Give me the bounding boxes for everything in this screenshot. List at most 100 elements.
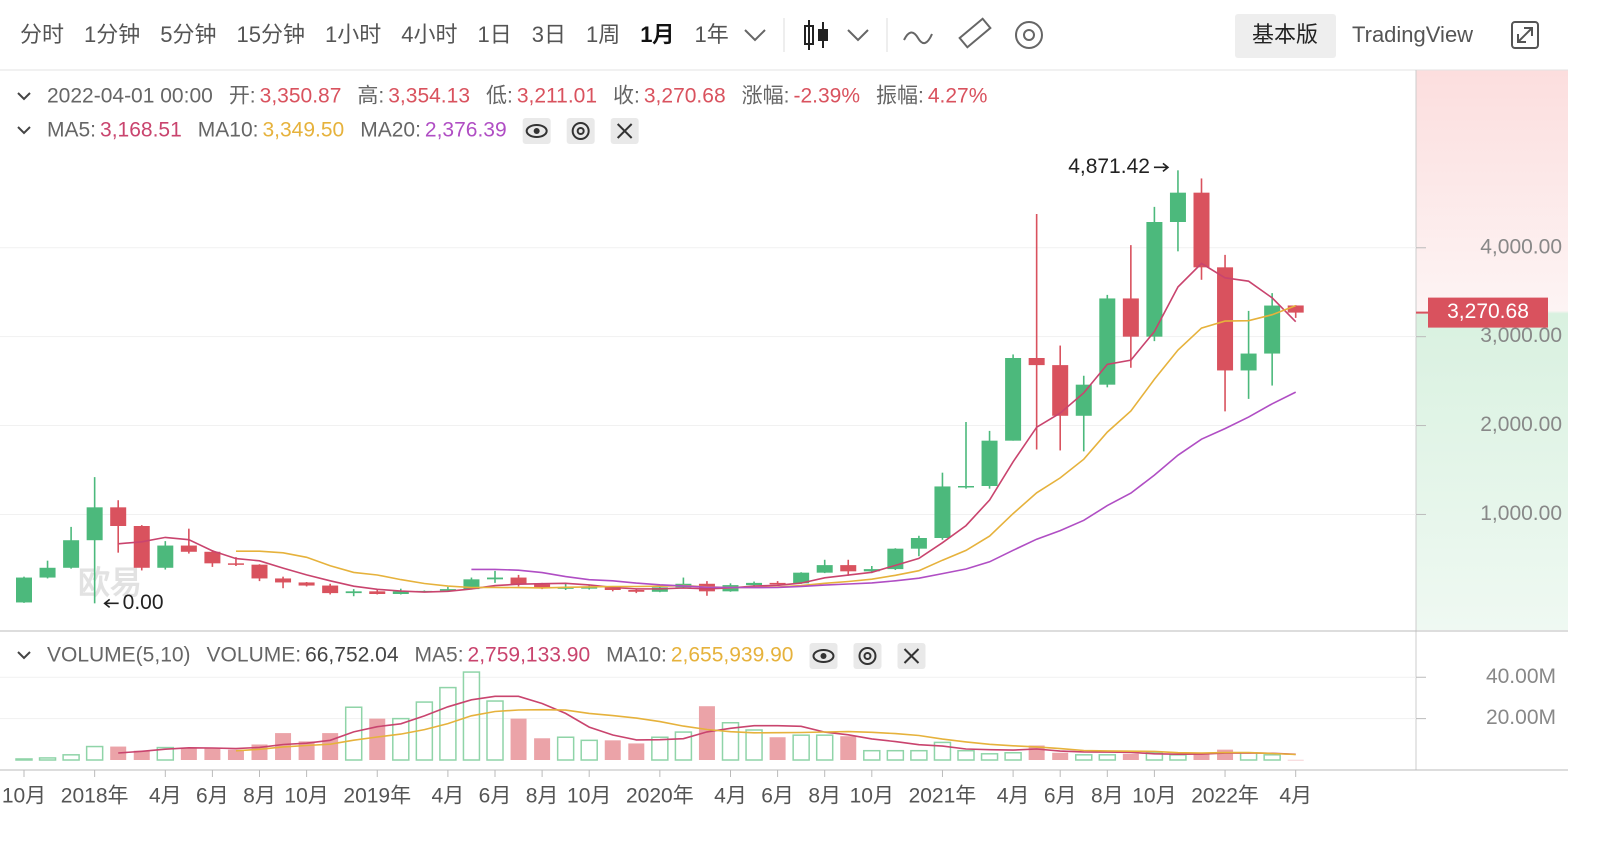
chart-type-icon[interactable] — [804, 20, 828, 50]
legend-label: MA10: — [606, 644, 667, 667]
volume-bar — [110, 746, 127, 760]
legend-label: MA10: — [198, 119, 259, 142]
volume-bar — [840, 736, 857, 760]
candle-body — [581, 587, 598, 589]
candle-body — [227, 563, 244, 565]
candle-body — [251, 564, 268, 579]
settings-icon[interactable] — [1015, 21, 1043, 49]
eye-icon — [812, 649, 835, 663]
volume-bar — [721, 722, 740, 761]
interval-tab[interactable]: 3日 — [532, 22, 566, 47]
volume-bar — [910, 749, 928, 761]
volume-bar — [674, 731, 693, 761]
volume-bar — [815, 734, 834, 761]
candle-body — [86, 507, 103, 541]
mode-tab[interactable]: 基本版 — [1252, 22, 1318, 47]
volume-bar — [1098, 754, 1117, 761]
interval-dropdown[interactable] — [744, 29, 766, 42]
ma-line — [118, 262, 1297, 593]
candle-body — [298, 582, 315, 586]
volume-bar — [1193, 754, 1210, 760]
legend-collapse[interactable] — [17, 126, 31, 135]
volume-bar — [156, 746, 175, 761]
candle-body — [392, 591, 409, 594]
interval-tab[interactable]: 1分钟 — [84, 22, 140, 47]
x-tick-label: 8月 — [808, 785, 841, 808]
ruler-icon[interactable] — [958, 17, 992, 49]
candle-body — [1264, 305, 1281, 354]
mode-tab[interactable]: TradingView — [1352, 22, 1473, 47]
interval-tab[interactable]: 5分钟 — [160, 22, 216, 47]
candle-body — [1075, 384, 1092, 416]
x-tick-label: 2021年 — [909, 785, 977, 808]
volume-bar — [322, 733, 339, 760]
volume-bar — [863, 749, 881, 761]
candle-body — [110, 507, 127, 526]
volume-bar — [180, 747, 197, 760]
y-tick-label: 1,000.00 — [1480, 502, 1562, 525]
gear-hole — [576, 127, 585, 135]
legend-value: 3,354.13 — [388, 85, 470, 108]
indicator-icon[interactable] — [903, 31, 933, 45]
interval-tab[interactable]: 1日 — [478, 22, 512, 47]
x-tick-label: 4月 — [149, 785, 182, 808]
candle-body — [793, 572, 810, 584]
candle-body — [133, 526, 150, 568]
ma-line — [235, 708, 1296, 756]
candle-body — [863, 569, 880, 572]
eye-pupil — [820, 653, 827, 659]
volume-bar — [628, 743, 645, 760]
legend-label: 开: — [229, 85, 256, 108]
legend-collapse[interactable] — [17, 651, 31, 660]
candle-body — [981, 440, 998, 486]
x-tick-label: 10月 — [1132, 785, 1176, 808]
ma-line — [236, 304, 1296, 589]
interval-tab[interactable]: 1年 — [695, 22, 729, 47]
legend-value: 3,350.87 — [260, 85, 342, 108]
x-tick-label: 6月 — [1044, 785, 1077, 808]
volume-bar — [1122, 753, 1139, 760]
ma-line — [471, 391, 1297, 589]
chart-type-dropdown[interactable] — [847, 29, 869, 42]
volume-bar — [1239, 752, 1258, 761]
interval-tab[interactable]: 4小时 — [401, 22, 457, 47]
volume-bar — [980, 753, 999, 761]
legend-value: 66,752.04 — [305, 644, 399, 667]
interval-tab[interactable]: 15分钟 — [237, 22, 305, 47]
volume-bar — [392, 717, 410, 761]
legend-gear-button[interactable] — [566, 118, 595, 144]
volume-bar — [604, 740, 621, 760]
eye-icon — [525, 124, 548, 138]
interval-tab[interactable]: 1周 — [586, 22, 620, 47]
watermark: 欧易 — [78, 564, 142, 600]
candle-body — [39, 567, 56, 578]
candle-body — [1146, 222, 1163, 337]
volume-bar — [204, 747, 221, 760]
volume-bar — [886, 749, 905, 761]
candle-body — [204, 551, 221, 564]
legend-label: MA5: — [47, 119, 96, 142]
candle-body — [1005, 358, 1022, 441]
legend-collapse[interactable] — [17, 92, 31, 101]
x-tick-label: 4月 — [432, 785, 465, 808]
legend-label: 涨幅: — [742, 85, 790, 108]
candle-body — [510, 577, 527, 585]
eye-pupil — [533, 128, 540, 134]
candle-body — [934, 486, 951, 538]
candle-body — [1169, 192, 1186, 222]
volume-bar — [1145, 752, 1164, 761]
fullscreen-icon[interactable] — [1511, 21, 1539, 49]
interval-tab[interactable]: 1月 — [640, 22, 674, 47]
interval-tab[interactable]: 分时 — [20, 22, 64, 47]
legend-label: 高: — [357, 85, 384, 108]
candle-body — [345, 591, 362, 594]
candle-body — [1193, 192, 1210, 268]
legend-gear-button[interactable] — [853, 643, 882, 669]
price-axis-background — [1416, 70, 1568, 630]
legend-label: MA20: — [360, 119, 421, 142]
candle-body — [746, 582, 763, 586]
interval-tab[interactable]: 1小时 — [325, 22, 381, 47]
volume-bar — [792, 734, 810, 761]
candle-body — [322, 585, 339, 594]
x-tick-label: 2020年 — [626, 785, 694, 808]
